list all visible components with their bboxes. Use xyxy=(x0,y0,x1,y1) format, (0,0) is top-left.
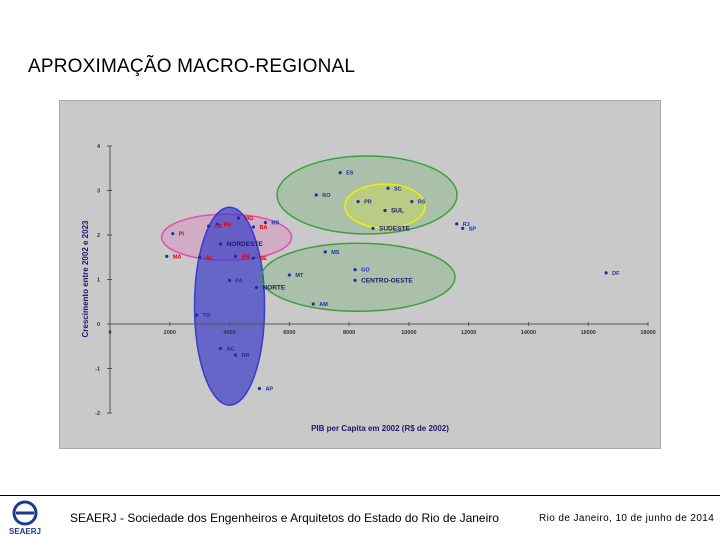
data-point xyxy=(216,222,220,226)
data-point xyxy=(218,242,223,246)
x-tick-label: 6000 xyxy=(283,330,295,336)
x-tick-label: 14000 xyxy=(521,330,536,336)
scatter-chart: 0 2000 4000 6000 8000 10000 12000 14000 16000 180… xyxy=(59,100,661,449)
point-label: MS xyxy=(331,250,340,256)
data-point xyxy=(314,193,318,197)
region-ellipse-centro-oeste xyxy=(260,242,456,313)
data-point xyxy=(386,186,390,190)
point-label: SC xyxy=(394,186,402,192)
point-label: ES xyxy=(346,171,354,177)
region-ellipse-sul xyxy=(344,183,426,229)
x-axis-title: PIB per Capita em 2002 (R$ de 2002) xyxy=(311,424,449,433)
data-point xyxy=(455,222,459,226)
y-tick-label: 4 xyxy=(97,144,101,150)
logo-text: SEAERJ xyxy=(9,527,41,536)
data-point xyxy=(195,313,199,317)
point-label: PI xyxy=(179,232,185,238)
x-tick-label: 10000 xyxy=(401,330,416,336)
data-point xyxy=(218,346,223,351)
point-label: MG xyxy=(245,216,254,222)
point-label: PB xyxy=(224,222,232,228)
data-point xyxy=(311,302,315,306)
point-label: MT xyxy=(295,273,304,279)
y-axis-title: Crescimento entre 2002 e 2023 xyxy=(81,220,90,338)
data-point xyxy=(233,353,238,357)
point-label: MA xyxy=(173,254,182,260)
point-label: AP xyxy=(265,387,273,393)
point-label: SE xyxy=(259,256,267,262)
point-label: NORDESTE xyxy=(227,241,264,248)
data-point xyxy=(323,250,327,254)
point-label: AL xyxy=(206,255,214,261)
footer-organization: SEAERJ - Sociedade dos Engenheiros e Arq… xyxy=(70,511,499,525)
slide-title: APROXIMAÇÃO MACRO-REGIONAL xyxy=(28,56,356,77)
point-label: SUDESTE xyxy=(379,225,410,232)
data-point xyxy=(338,171,342,175)
point-label: RS xyxy=(418,200,426,206)
x-tick-label: 16000 xyxy=(581,330,596,336)
y-tick-label: -1 xyxy=(95,367,100,373)
point-label: PR xyxy=(364,200,372,206)
data-point xyxy=(410,200,414,204)
point-label: CE xyxy=(215,224,223,230)
x-tick-label: 4000 xyxy=(223,330,235,336)
data-point xyxy=(251,225,256,229)
seaerj-logo-icon: SEAERJ xyxy=(9,500,41,536)
x-tick-label: 12000 xyxy=(461,330,476,336)
data-point xyxy=(207,224,211,228)
chart-svg: 0 2000 4000 6000 8000 10000 12000 14000 16000 180… xyxy=(81,144,656,433)
point-label: SP xyxy=(469,226,477,232)
point-label: RO xyxy=(322,193,331,199)
point-label: GO xyxy=(361,268,370,274)
x-tick-label: 8000 xyxy=(343,330,355,336)
footer-divider xyxy=(0,495,720,496)
data-point xyxy=(353,268,357,272)
y-tick-label: 2 xyxy=(97,233,100,239)
point-label: RR xyxy=(242,353,250,359)
data-point xyxy=(254,285,259,290)
point-label: AM xyxy=(319,302,328,308)
data-point xyxy=(165,254,169,258)
region-ellipse-sudeste xyxy=(276,155,458,235)
data-point xyxy=(371,226,375,230)
point-label: PA xyxy=(236,278,243,284)
data-point xyxy=(263,220,268,225)
data-point xyxy=(356,200,360,204)
footer-date: Rio de Janeiro, 10 de junho de 2014 xyxy=(539,513,715,524)
point-label: TO xyxy=(203,313,211,319)
y-tick-label: 3 xyxy=(97,189,100,195)
data-point xyxy=(227,278,232,282)
x-tick-label: 18000 xyxy=(640,330,655,336)
y-tick-label: 0 xyxy=(97,322,100,328)
data-point xyxy=(198,255,202,259)
point-label: RN xyxy=(242,254,250,260)
point-label: BA xyxy=(259,225,267,231)
data-point xyxy=(233,254,238,258)
x-tick-label: 0 xyxy=(108,330,111,336)
data-point xyxy=(171,232,175,236)
data-point xyxy=(604,271,608,275)
region-ellipse-norte xyxy=(193,206,266,406)
point-label: DF xyxy=(612,271,620,277)
data-point xyxy=(383,208,387,213)
point-label: SUL xyxy=(391,208,404,215)
point-label: RR xyxy=(271,221,279,227)
data-point xyxy=(353,278,357,282)
data-point xyxy=(287,273,291,277)
data-point xyxy=(257,386,262,391)
point-label: CENTRO-OESTE xyxy=(361,277,413,284)
y-tick-label: 1 xyxy=(97,278,100,284)
point-label: AC xyxy=(227,346,235,352)
point-label: RJ xyxy=(463,222,470,228)
data-point xyxy=(251,256,256,260)
y-tick-label: -2 xyxy=(95,411,100,417)
point-label: NORTE xyxy=(262,285,285,292)
x-tick-label: 2000 xyxy=(164,330,176,336)
data-point xyxy=(236,216,241,220)
data-point xyxy=(461,226,465,230)
